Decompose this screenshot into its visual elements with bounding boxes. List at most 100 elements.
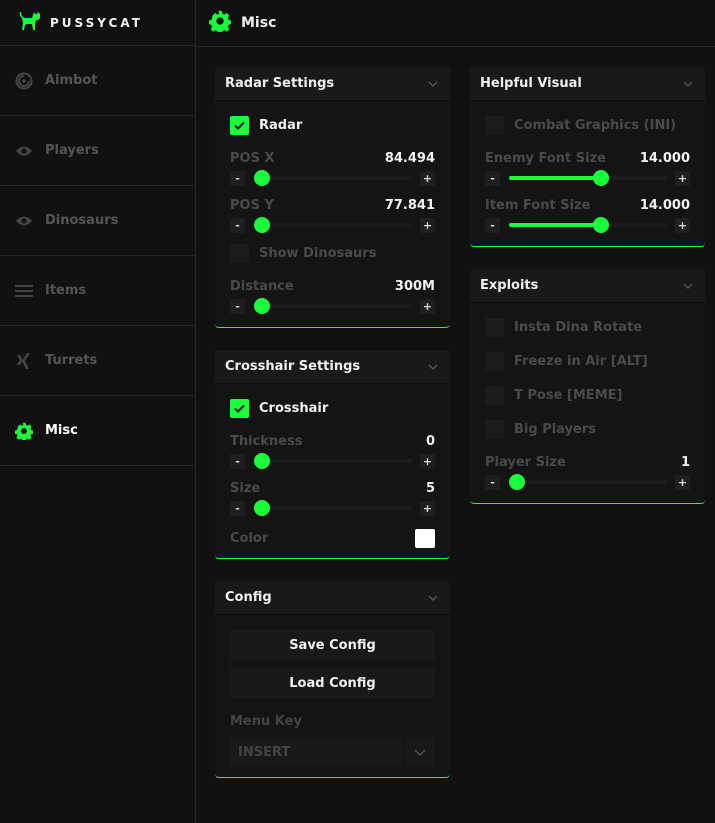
chevron-down-icon[interactable] [428,76,438,91]
freeze-in-air-alt--checkbox[interactable]: Freeze in Air [ALT] [485,344,690,378]
checkbox[interactable] [230,115,249,135]
checkbox[interactable] [485,385,504,405]
player-size-slider: Player Size 1- + [485,453,690,493]
crosshair-settings-header[interactable]: Crosshair Settings [215,350,450,384]
slider-value: 77.841 [384,197,435,213]
slider-row: - + [485,167,690,189]
decrement-button[interactable]: - [230,453,245,469]
load-config-button[interactable]: Load Config [230,668,435,698]
combat-graphics-ini--checkbox[interactable]: Combat Graphics (INI) [485,108,690,142]
sidebar-item-dinosaurs[interactable]: Dinosaurs [0,186,195,256]
decrement-button[interactable]: - [230,298,245,314]
increment-button[interactable]: + [675,474,690,490]
slider-thumb[interactable] [254,500,270,516]
checkbox[interactable] [485,115,504,135]
big-players-checkbox[interactable]: Big Players [485,412,690,446]
sidebar-item-label: Dinosaurs [45,213,119,228]
crosshair-checkbox[interactable]: Crosshair [230,391,435,425]
slider-thumb[interactable] [593,217,609,233]
slider-value: 84.494 [384,150,435,166]
slider-track[interactable] [509,170,667,186]
slider-track[interactable] [254,453,412,469]
checkbox[interactable] [485,351,504,371]
sidebar: PUSSYCAT Aimbot Players Dinosaurs Items Turr… [0,0,196,823]
crosshair-settings-body: Crosshair Thickness 0- + Size 5- + Color [215,384,450,548]
sidebar-item-label: Misc [45,423,78,438]
checkbox[interactable] [230,243,249,263]
right-column: Helpful Visual Combat Graphics (INI) Enemy… [470,67,705,526]
panel-title: Helpful Visual [480,76,582,91]
brand: PUSSYCAT [0,0,195,46]
item-font-size-slider: Item Font Size 14.000- + [485,196,690,236]
sidebar-item-misc[interactable]: Misc [0,396,195,466]
increment-button[interactable]: + [675,170,690,186]
chevron-down-icon[interactable] [405,737,435,767]
slider-thumb[interactable] [509,474,525,490]
checkbox[interactable] [230,398,249,418]
increment-button[interactable]: + [675,217,690,233]
increment-button[interactable]: + [420,500,435,516]
menu-key-select[interactable]: INSERT [230,737,435,767]
slider-row: - + [485,214,690,236]
eye-icon [15,212,33,230]
slider-label: Enemy Font Size [485,150,606,166]
radar-settings-header[interactable]: Radar Settings [215,67,450,101]
panel-title: Radar Settings [225,76,335,91]
save-config-button[interactable]: Save Config [230,630,435,660]
slider-thumb[interactable] [593,170,609,186]
sidebar-item-items[interactable]: Items [0,256,195,326]
helpful-visual-panel: Helpful Visual Combat Graphics (INI) Enemy… [470,67,705,247]
chevron-down-icon[interactable] [683,278,693,293]
t-pose-meme--checkbox[interactable]: T Pose [MEME] [485,378,690,412]
decrement-button[interactable]: - [230,170,245,186]
slider-label: POS X [230,150,275,166]
x-logo-icon [15,352,33,370]
check-icon [234,121,245,130]
cat-logo-icon [19,11,41,35]
slider-thumb[interactable] [254,298,270,314]
config-header[interactable]: Config [215,581,450,615]
insta-dina-rotate-checkbox[interactable]: Insta Dina Rotate [485,310,690,344]
color-swatch[interactable] [415,528,435,548]
slider-thumb[interactable] [254,217,270,233]
exploits-body: Insta Dina Rotate Freeze in Air [ALT] T Po… [470,303,705,493]
increment-button[interactable]: + [420,453,435,469]
decrement-button[interactable]: - [485,217,500,233]
decrement-button[interactable]: - [230,500,245,516]
thickness-slider: Thickness 0- + [230,432,435,472]
checkbox[interactable] [485,419,504,439]
checkbox-label: Radar [259,117,303,133]
chevron-down-icon[interactable] [428,590,438,605]
sidebar-item-turrets[interactable]: Turrets [0,326,195,396]
slider-row: - + [230,167,435,189]
checkbox-label: Big Players [514,421,596,437]
decrement-button[interactable]: - [485,474,500,490]
slider-track[interactable] [254,298,412,314]
increment-button[interactable]: + [420,217,435,233]
chevron-down-icon[interactable] [683,76,693,91]
checkbox[interactable] [485,317,504,337]
radar-settings-panel: Radar Settings Radar POS X 84.494- + POS Y 77.… [215,67,450,328]
radar-icon [15,72,33,90]
decrement-button[interactable]: - [485,170,500,186]
chevron-down-icon[interactable] [428,359,438,374]
slider-track[interactable] [254,500,412,516]
slider-thumb[interactable] [254,453,270,469]
increment-button[interactable]: + [420,298,435,314]
radar-checkbox[interactable]: Radar [230,108,435,142]
increment-button[interactable]: + [420,170,435,186]
decrement-button[interactable]: - [230,217,245,233]
slider-thumb[interactable] [254,170,270,186]
helpful-visual-header[interactable]: Helpful Visual [470,67,705,101]
slider-track[interactable] [254,170,412,186]
slider-track[interactable] [509,217,667,233]
sidebar-item-players[interactable]: Players [0,116,195,186]
slider-track[interactable] [254,217,412,233]
slider-track[interactable] [509,474,667,490]
exploits-header[interactable]: Exploits [470,269,705,303]
panel-title: Config [225,590,272,605]
show-dinosaurs-checkbox[interactable]: Show Dinosaurs [230,236,435,270]
sidebar-item-aimbot[interactable]: Aimbot [0,46,195,116]
checkbox-label: Freeze in Air [ALT] [514,353,648,369]
config-panel: Config Save Config Load Config Menu Key INSE… [215,581,450,778]
